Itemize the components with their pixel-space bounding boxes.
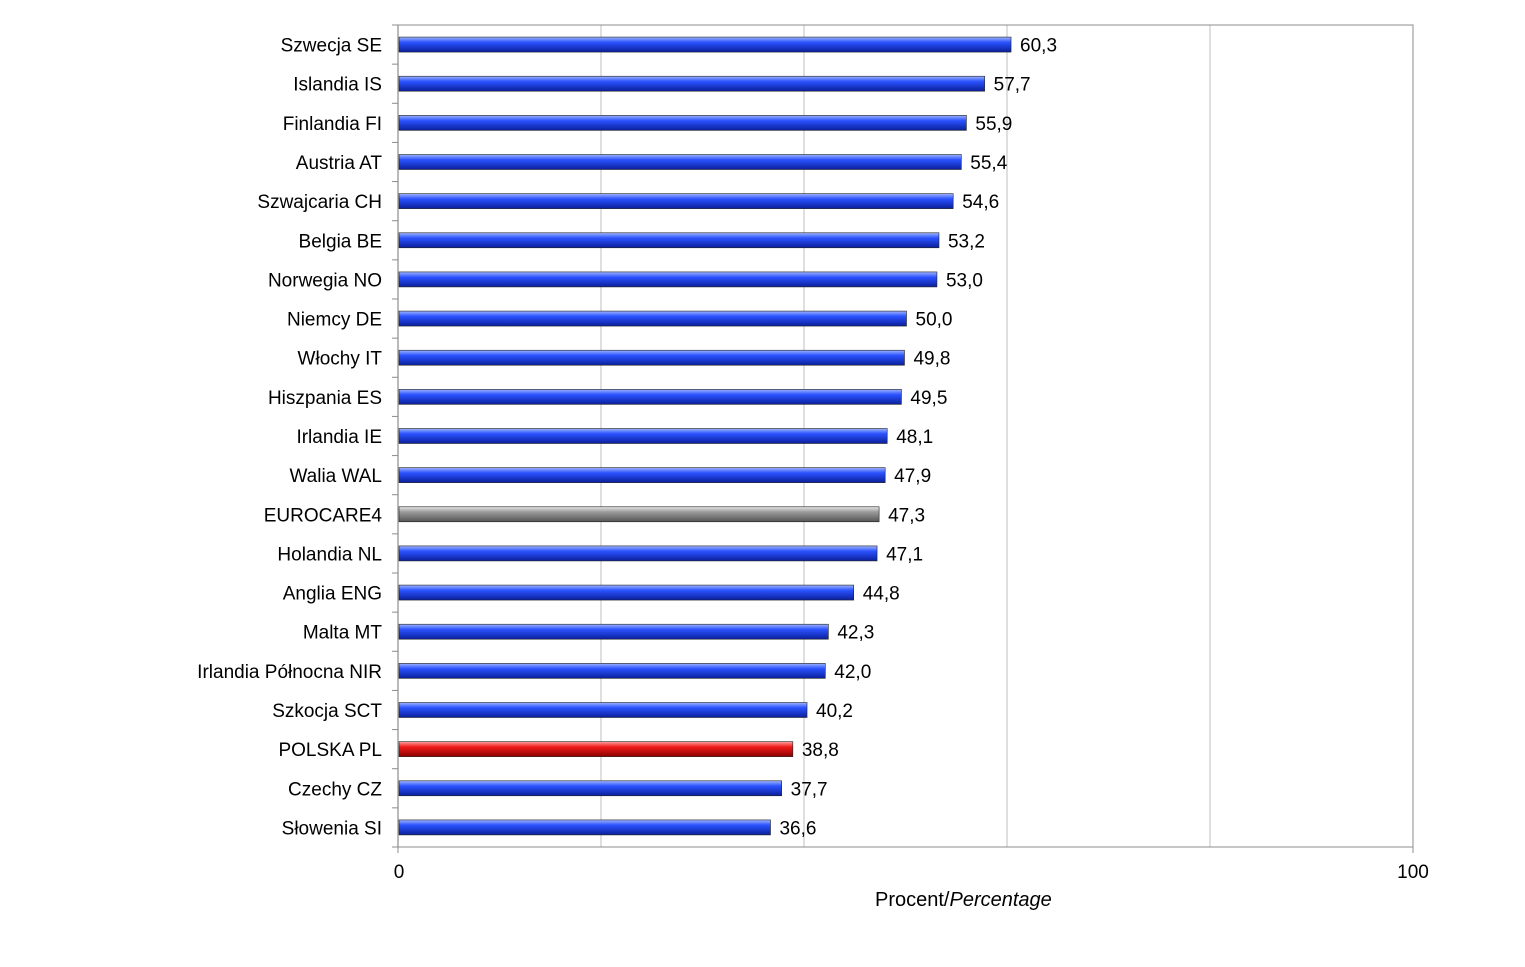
bar-eurocare4 [398,506,880,523]
bar-niemcy-de [398,310,907,327]
value-label: 48,1 [896,427,933,448]
category-label: POLSKA PL [278,740,382,761]
category-label: Malta MT [303,623,383,644]
category-label: Norwegia NO [268,270,382,291]
bar-malta-mt [398,623,829,640]
x-tick-labels: 0 100 [394,862,1429,883]
category-axis [392,24,1414,853]
category-label: Hiszpania ES [268,388,382,409]
bar-szkocja-sct [398,702,808,718]
bar-irlandia-p-nocna-nir [398,663,826,679]
value-label: 55,9 [975,114,1012,135]
value-label: 50,0 [916,310,953,331]
bar-belgia-be [398,232,940,249]
category-label: Austria AT [296,153,383,174]
value-label: 37,7 [791,779,828,800]
value-labels: 60,3 57,7 55,9 55,4 54,6 53,2 53,0 50,0 49,8 49,5… [779,36,1057,840]
bar-polska-pl [398,741,794,757]
category-label: Włochy IT [298,349,383,370]
category-label: Anglia ENG [283,584,382,605]
value-label: 40,2 [816,701,853,722]
bar-walia-wal [398,467,886,483]
category-label: Niemcy DE [287,310,382,331]
value-label: 49,8 [913,349,950,370]
bar-islandia-is [398,75,985,92]
bar-norwegia-no [398,271,938,288]
bar-holandia-nl [398,545,878,562]
x-axis-title-italic: Percentage [949,889,1052,911]
value-label: 47,3 [888,505,925,526]
x-axis-title: Procent/Percentage [875,889,1052,912]
x-tick-label-max: 100 [1397,862,1429,883]
category-label: Belgia BE [299,231,382,252]
bar-irlandia-ie [398,428,888,444]
value-label: 36,6 [779,818,816,839]
bars [398,36,1012,836]
value-label: 47,9 [894,466,931,487]
value-label: 53,2 [948,231,985,252]
bar-w-ochy-it [398,349,905,366]
value-label: 60,3 [1020,36,1057,57]
bar-szwecja-se [398,36,1012,53]
bar-finlandia-fi [398,115,967,131]
value-label: 42,3 [837,623,874,644]
category-label: Finlandia FI [283,114,382,135]
value-label: 38,8 [802,740,839,761]
category-label: Czechy CZ [288,779,382,800]
bar-czechy-cz [398,780,782,797]
value-label: 55,4 [970,153,1007,174]
x-axis-title-main: Procent/ [875,889,950,911]
category-label: EUROCARE4 [264,505,383,526]
value-label: 49,5 [910,388,947,409]
category-label: Słowenia SI [282,818,382,839]
bar-s-owenia-si [398,819,771,836]
value-label: 47,1 [886,544,923,565]
value-label: 57,7 [994,75,1031,96]
category-label: Szkocja SCT [272,701,382,722]
bar-hiszpania-es [398,389,902,405]
bar-austria-at [398,154,962,170]
category-label: Islandia IS [293,75,382,96]
category-label: Szwajcaria CH [257,192,382,213]
category-labels: Szwecja SE Islandia IS Finlandia FI Austria… [197,36,382,840]
value-label: 42,0 [834,662,871,683]
category-label: Walia WAL [289,466,382,487]
value-label: 54,6 [962,192,999,213]
category-label: Irlandia Północna NIR [197,662,382,683]
category-label: Szwecja SE [281,36,382,57]
x-tick-label-min: 0 [394,862,405,883]
value-label: 44,8 [863,584,900,605]
bar-szwajcaria-ch [398,193,954,209]
category-label: Irlandia IE [296,427,382,448]
category-label: Holandia NL [277,544,382,565]
bar-anglia-eng [398,584,855,601]
value-label: 53,0 [946,270,983,291]
